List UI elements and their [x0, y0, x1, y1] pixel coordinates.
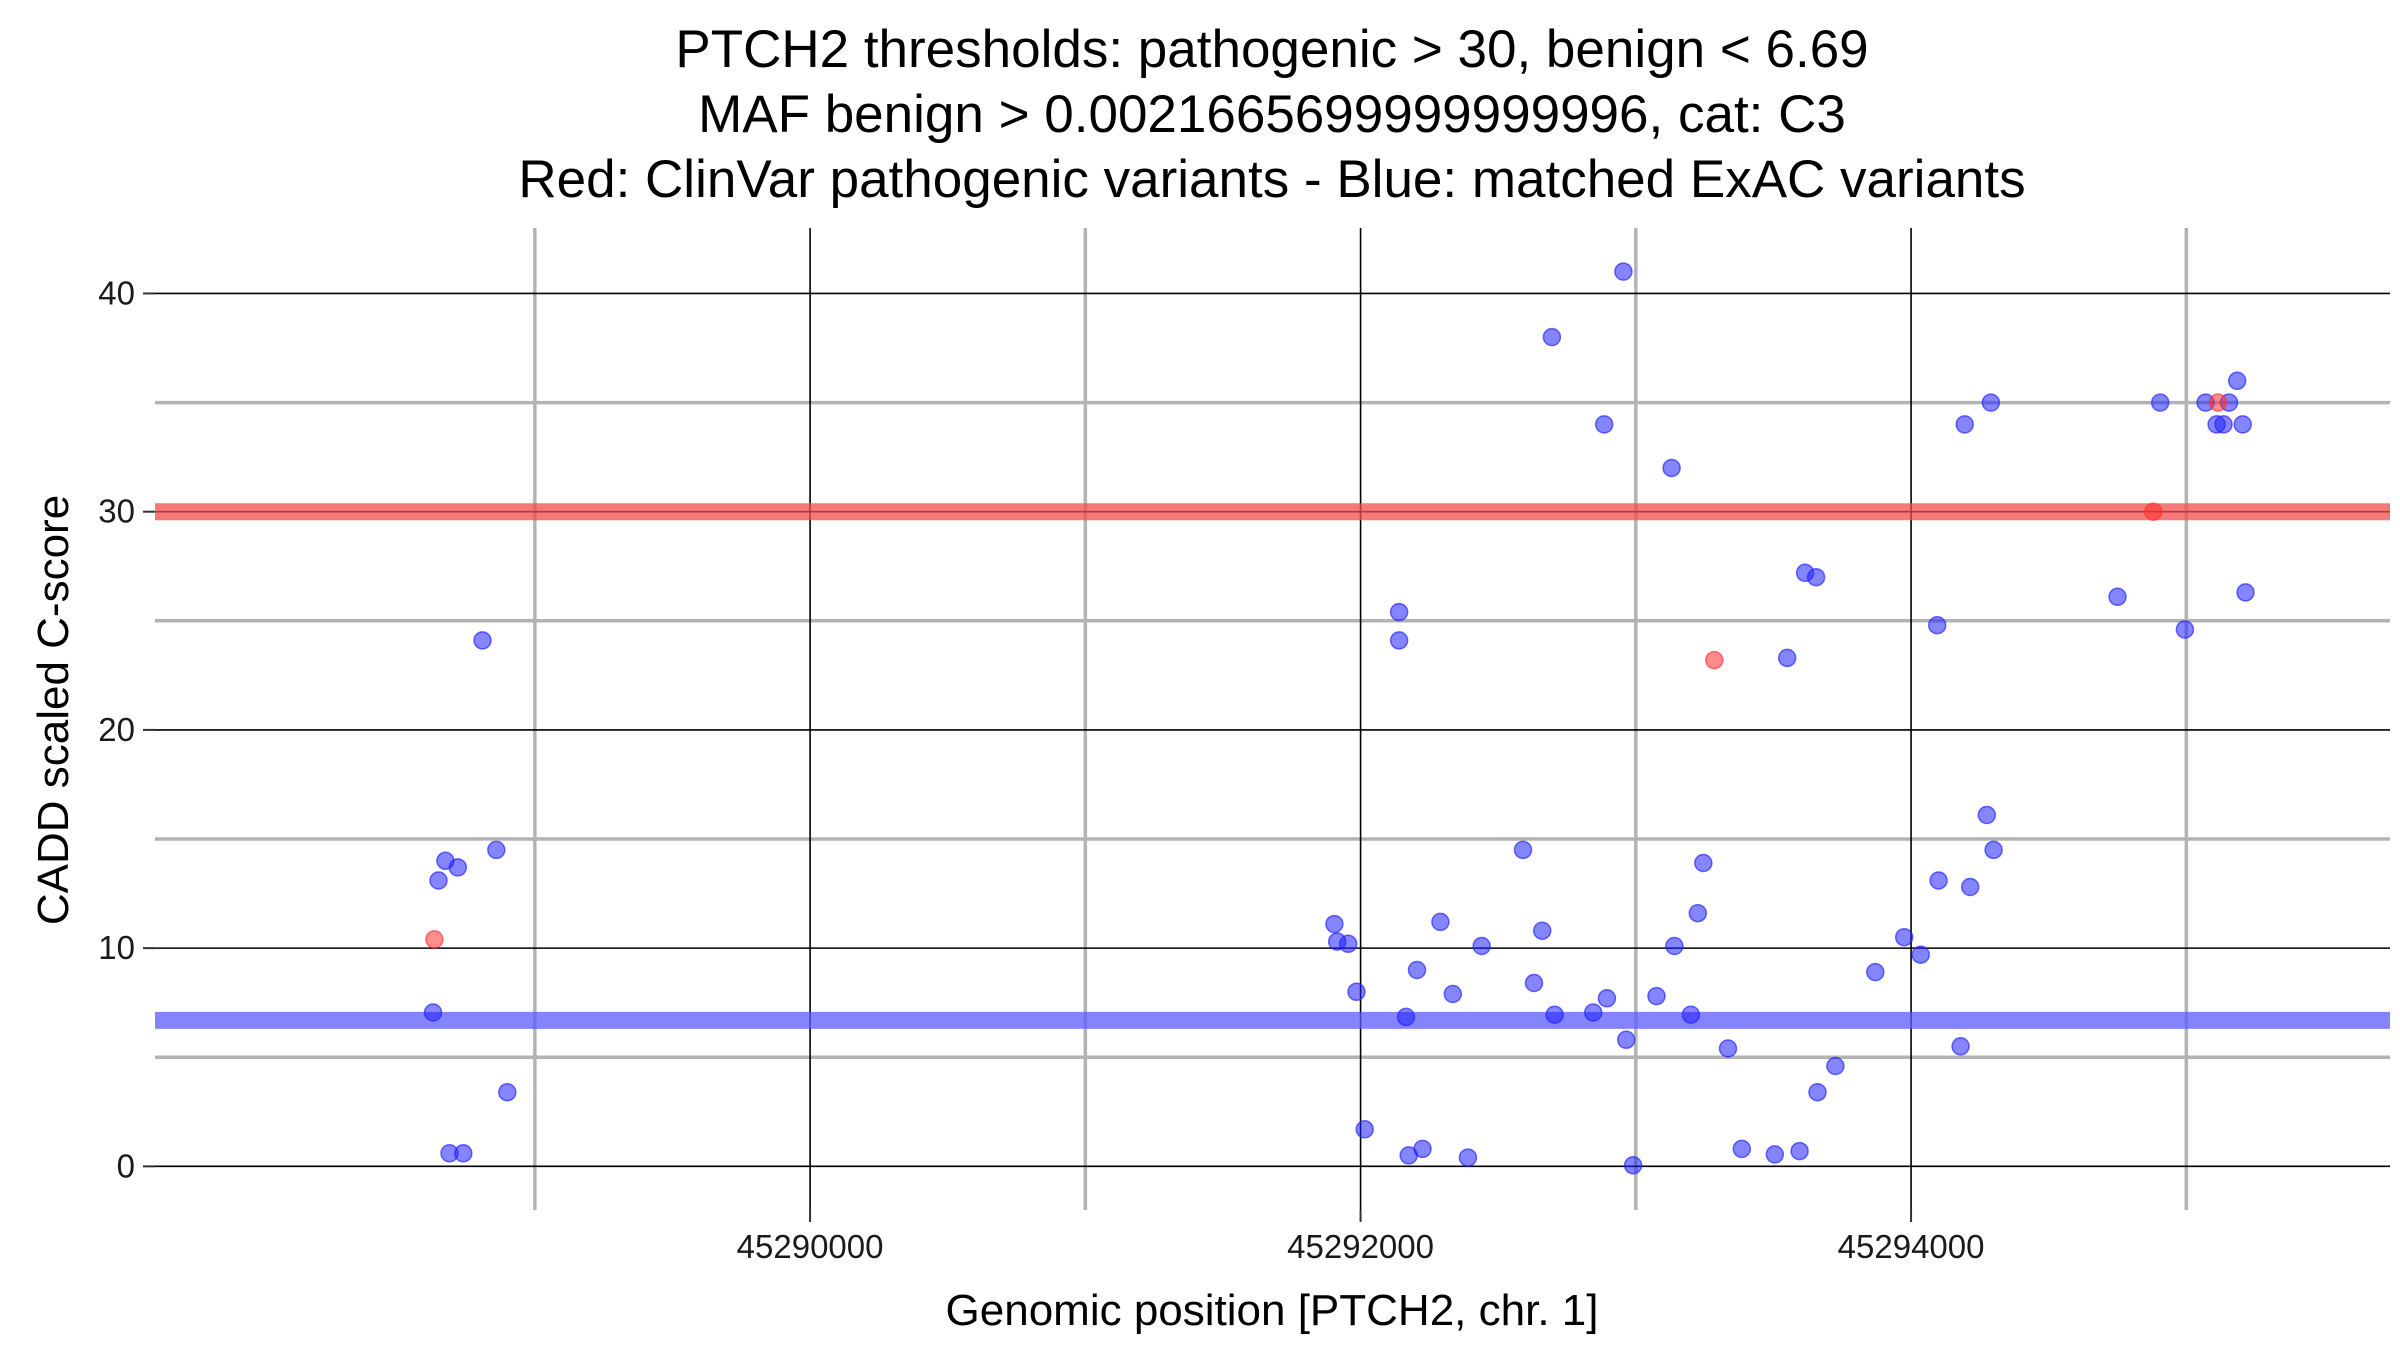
title-line-1: PTCH2 thresholds: pathogenic > 30, benig… — [675, 20, 1868, 79]
exac-variant-point — [1806, 567, 1826, 587]
exac-variant-point — [1929, 871, 1948, 890]
exac-variant-point — [1694, 853, 1713, 873]
y-tick-label: 30 — [98, 493, 135, 530]
exac-variant-point — [1790, 1141, 1809, 1161]
exac-variant-point — [1458, 1148, 1478, 1167]
exac-variant-point — [1951, 1037, 1970, 1056]
exac-variant-point — [1472, 936, 1491, 956]
x-tick-label: 45290000 — [737, 1228, 884, 1265]
exac-variant-point — [2150, 393, 2170, 412]
exac-variant-point — [1927, 615, 1947, 635]
exac-variant-point — [1532, 921, 1552, 940]
exac-variant-point — [1732, 1139, 1752, 1159]
exac-variant-point — [1688, 903, 1708, 923]
exac-variant-point — [487, 840, 506, 860]
exac-variant-point — [1681, 1005, 1701, 1024]
y-tick-label: 20 — [98, 711, 135, 748]
y-tick-label: 10 — [98, 929, 135, 966]
x-axis-title: Genomic position [PTCH2, chr. 1] — [946, 1286, 1599, 1335]
exac-variant-point — [1894, 927, 1914, 947]
exac-variant-point — [1647, 986, 1666, 1006]
exac-variant-point — [1347, 982, 1366, 1002]
exac-variant-point — [1338, 934, 1358, 954]
grid — [155, 228, 2390, 1210]
exac-variant-point — [1866, 962, 1885, 982]
exac-variant-point — [1662, 458, 1681, 478]
pathogenic-variant-point — [2208, 393, 2228, 412]
exac-variant-point — [1616, 1030, 1636, 1050]
exac-variant-point — [1545, 1005, 1564, 1024]
exac-variant-point — [2236, 583, 2255, 602]
exac-variant-point — [2227, 371, 2247, 391]
exac-variant-point — [429, 871, 448, 890]
exac-variant-point — [2175, 620, 2195, 639]
exac-variant-point — [1443, 984, 1463, 1004]
chart-title: PTCH2 thresholds: pathogenic > 30, benig… — [518, 20, 2025, 209]
exac-variant-point — [1389, 602, 1409, 622]
exac-variant-point — [473, 631, 492, 650]
x-tick-label: 45294000 — [1838, 1228, 1985, 1265]
exac-variant-point — [1594, 415, 1614, 434]
exac-variant-point — [1826, 1056, 1845, 1076]
exac-variant-point — [1955, 415, 1974, 434]
exac-variant-point — [1984, 840, 2003, 860]
exac-variant-point — [1407, 960, 1427, 980]
exac-variant-point — [1597, 989, 1617, 1008]
y-axis-title: CADD scaled C-score — [29, 495, 78, 925]
x-tick-label: 45292000 — [1287, 1228, 1434, 1265]
exac-variant-point — [1960, 877, 1980, 897]
exac-variant-point — [1911, 945, 1930, 964]
pathogenic-variant-point — [2144, 502, 2163, 521]
y-tick-label: 0 — [117, 1147, 135, 1184]
exac-variant-point — [423, 1003, 443, 1022]
exac-variant-point — [1389, 631, 1409, 650]
exac-variant-point — [1583, 1003, 1603, 1022]
exac-variant-point — [1718, 1039, 1738, 1058]
pathogenic-variant-point — [425, 930, 444, 949]
exac-variant-point — [1413, 1139, 1432, 1159]
exac-variant-point — [1665, 936, 1684, 956]
exac-variant-point — [1777, 648, 1797, 668]
y-tick-label: 40 — [98, 274, 135, 311]
exac-variant-point — [1325, 914, 1344, 934]
title-line-3: Red: ClinVar pathogenic variants - Blue:… — [518, 150, 2025, 209]
exac-variant-point — [1765, 1145, 1785, 1164]
exac-variant-point — [1396, 1007, 1416, 1027]
exac-variant-point — [1981, 393, 2001, 412]
exac-variant-point — [1614, 262, 1633, 281]
exac-variant-point — [2214, 415, 2233, 434]
y-axis-ticks: 0 10 20 30 40 — [98, 274, 155, 1184]
data-points — [423, 262, 2255, 1175]
exac-variant-point — [1808, 1082, 1827, 1102]
title-line-2: MAF benign > 0.0021665699999999996, cat:… — [698, 85, 1846, 144]
x-axis-ticks: 45290000 45292000 45294000 — [737, 1210, 1985, 1265]
exac-variant-point — [1524, 973, 1544, 993]
exac-variant-point — [1431, 912, 1450, 932]
exac-variant-point — [2233, 415, 2252, 434]
threshold-lines — [155, 503, 2390, 1029]
exac-variant-point — [2108, 587, 2127, 607]
exac-variant-point — [454, 1144, 473, 1163]
exac-variant-point — [498, 1082, 517, 1102]
exac-variant-point — [1542, 327, 1562, 347]
exac-variant-point — [448, 858, 468, 877]
exac-variant-point — [1355, 1120, 1374, 1139]
exac-variant-point — [1977, 805, 1997, 825]
exac-variant-point — [1513, 840, 1533, 860]
pathogenic-variant-point — [1705, 650, 1724, 670]
exac-variant-point — [1623, 1156, 1643, 1175]
